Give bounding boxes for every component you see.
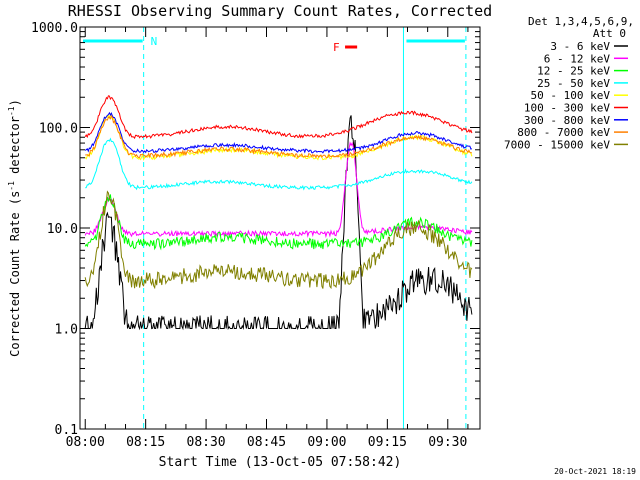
legend-label: 12 - 25 keV xyxy=(537,65,610,78)
y-tick-label: 1.0 xyxy=(55,323,78,338)
legend-label: 100 - 300 keV xyxy=(524,102,610,115)
y-axis: 1000.0 100.0 10.0 1.0 0.1 xyxy=(31,21,480,438)
legend-label: 6 - 12 keV xyxy=(544,52,611,65)
x-tick-label: 09:15 xyxy=(368,435,407,450)
x-tick-label: 09:00 xyxy=(307,435,346,450)
night-label: N xyxy=(151,35,158,48)
series-line xyxy=(84,194,473,251)
y-axis-label: Corrected Count Rate (s-1 detector-1) xyxy=(7,99,22,357)
x-axis: 08:00 08:15 08:30 08:45 09:00 09:15 09:30 xyxy=(66,27,469,450)
series-line xyxy=(84,95,473,140)
legend-header-attenuator: Att 0 xyxy=(593,27,626,40)
series-line xyxy=(84,190,473,290)
legend-label: 3 - 6 keV xyxy=(550,40,610,53)
y-tick-label: 0.1 xyxy=(55,423,78,438)
legend-label: 50 - 100 keV xyxy=(531,89,611,102)
y-tick-label: 10.0 xyxy=(47,222,78,237)
x-tick-label: 08:15 xyxy=(126,435,165,450)
legend-header-detectors: Det 1,3,4,5,6,9, xyxy=(528,15,634,28)
legend-label: 800 - 7000 keV xyxy=(517,126,610,139)
x-tick-label: 08:00 xyxy=(66,435,105,450)
x-tick-label: 08:30 xyxy=(187,435,226,450)
y-tick-label: 100.0 xyxy=(39,122,78,137)
flare-label: F xyxy=(333,41,340,54)
series-line xyxy=(84,141,473,239)
legend-label: 300 - 800 keV xyxy=(524,114,610,127)
chart-title: RHESSI Observing Summary Count Rates, Co… xyxy=(68,2,492,20)
legend-label: 25 - 50 keV xyxy=(537,77,610,90)
series-line xyxy=(84,111,473,154)
legend-label: 7000 - 15000 keV xyxy=(504,138,610,151)
footer-timestamp: 20-Oct-2021 18:19 xyxy=(554,467,636,476)
series-line xyxy=(85,114,472,159)
x-axis-label: Start Time (13-Oct-05 07:58:42) xyxy=(159,455,402,470)
x-tick-label: 09:30 xyxy=(428,435,467,450)
y-tick-label: 1000.0 xyxy=(31,21,78,36)
series-line xyxy=(84,115,473,331)
series-line xyxy=(85,137,473,191)
x-tick-label: 08:45 xyxy=(247,435,286,450)
